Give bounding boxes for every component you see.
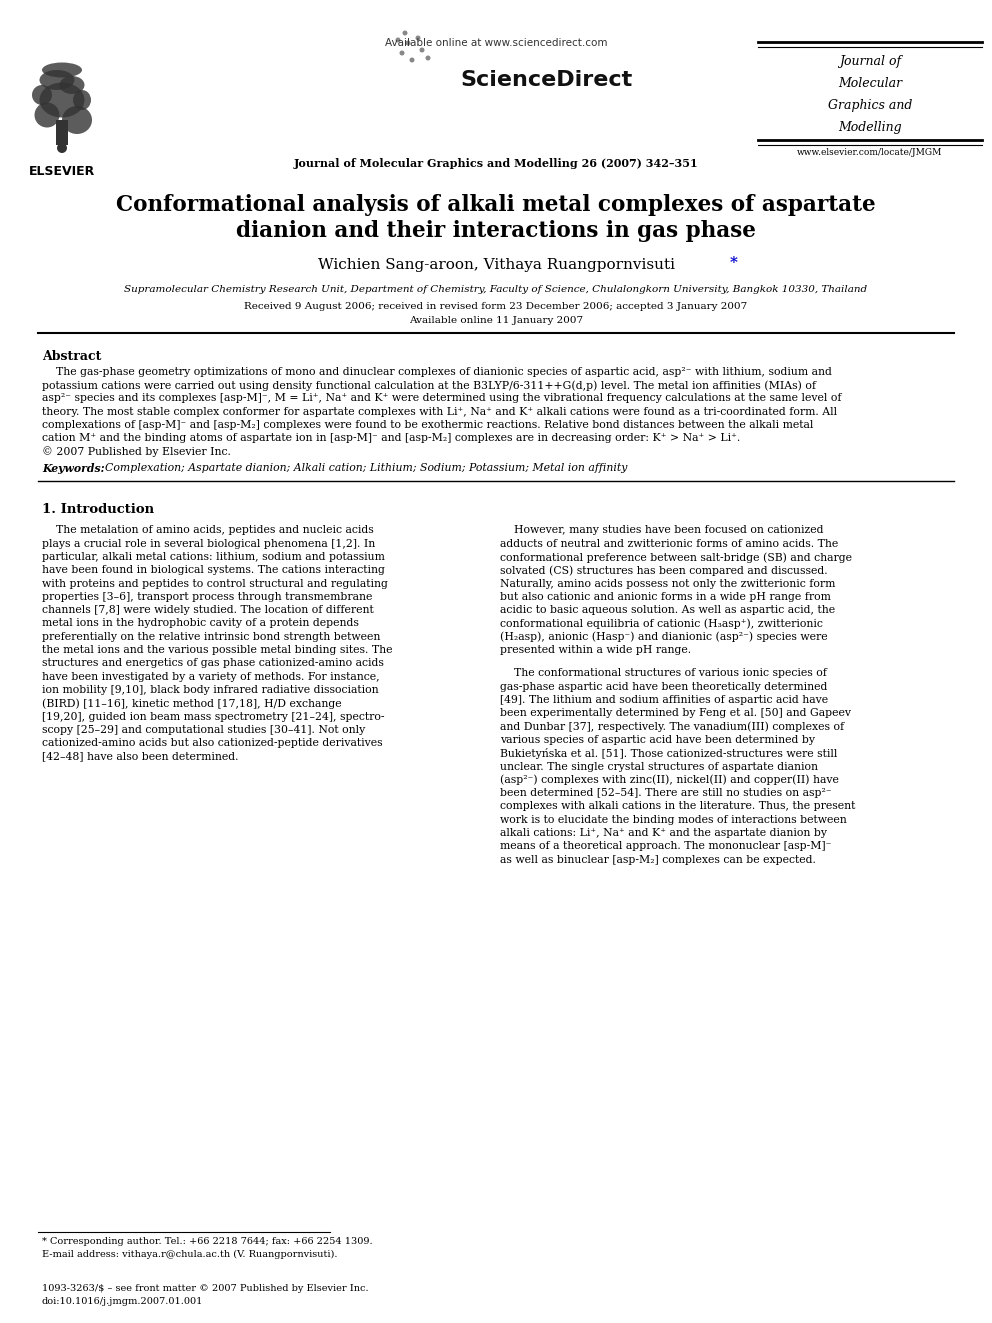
Text: structures and energetics of gas phase cationized-amino acids: structures and energetics of gas phase c… [42, 659, 384, 668]
Text: conformational equilibria of cationic (H₃asp⁺), zwitterionic: conformational equilibria of cationic (H… [500, 618, 823, 628]
Ellipse shape [32, 85, 52, 105]
Text: Available online 11 January 2007: Available online 11 January 2007 [409, 316, 583, 325]
Text: with proteins and peptides to control structural and regulating: with proteins and peptides to control st… [42, 578, 388, 589]
Text: preferentially on the relative intrinsic bond strength between: preferentially on the relative intrinsic… [42, 632, 380, 642]
Text: particular, alkali metal cations: lithium, sodium and potassium: particular, alkali metal cations: lithiu… [42, 552, 385, 562]
Text: The gas-phase geometry optimizations of mono and dinuclear complexes of dianioni: The gas-phase geometry optimizations of … [42, 366, 832, 377]
Text: Bukietyńska et al. [51]. Those cationized-structures were still: Bukietyńska et al. [51]. Those cationiz… [500, 749, 837, 759]
Ellipse shape [62, 106, 92, 134]
Text: and Dunbar [37], respectively. The vanadium(III) complexes of: and Dunbar [37], respectively. The vanad… [500, 721, 844, 732]
Text: Wichien Sang-aroon, Vithaya Ruangpornvisuti: Wichien Sang-aroon, Vithaya Ruangpornvis… [317, 258, 675, 273]
Ellipse shape [416, 36, 421, 41]
Text: Supramolecular Chemistry Research Unit, Department of Chemistry, Faculty of Scie: Supramolecular Chemistry Research Unit, … [124, 284, 868, 294]
Bar [10, 50, 120, 160]
Text: (asp²⁻) complexes with zinc(II), nickel(II) and copper(II) have: (asp²⁻) complexes with zinc(II), nickel(… [500, 775, 839, 786]
Text: complexes with alkali cations in the literature. Thus, the present: complexes with alkali cations in the lit… [500, 802, 855, 811]
Text: unclear. The single crystal structures of aspartate dianion: unclear. The single crystal structures o… [500, 762, 818, 771]
Text: plays a crucial role in several biological phenomena [1,2]. In: plays a crucial role in several biologic… [42, 538, 375, 549]
Text: ELSEVIER: ELSEVIER [29, 165, 95, 179]
Text: cation M⁺ and the binding atoms of aspartate ion in [asp-M]⁻ and [asp-M₂] comple: cation M⁺ and the binding atoms of aspar… [42, 433, 740, 443]
Ellipse shape [40, 70, 74, 90]
Text: theory. The most stable complex conformer for aspartate complexes with Li⁺, Na⁺ : theory. The most stable complex conforme… [42, 406, 837, 417]
Ellipse shape [400, 50, 405, 56]
Ellipse shape [410, 57, 415, 62]
Text: conformational preference between salt-bridge (SB) and charge: conformational preference between salt-b… [500, 552, 852, 562]
Text: complexations of [asp-M]⁻ and [asp-M₂] complexes were found to be exothermic rea: complexations of [asp-M]⁻ and [asp-M₂] c… [42, 419, 813, 430]
Text: [19,20], guided ion beam mass spectrometry [21–24], spectro-: [19,20], guided ion beam mass spectromet… [42, 712, 385, 721]
Text: Modelling: Modelling [838, 120, 902, 134]
Text: Abstract: Abstract [42, 351, 101, 363]
Text: E-mail address: vithaya.r@chula.ac.th (V. Ruangpornvisuti).: E-mail address: vithaya.r@chula.ac.th (V… [42, 1250, 337, 1259]
Ellipse shape [396, 37, 401, 42]
Text: However, many studies have been focused on cationized: However, many studies have been focused … [500, 525, 823, 536]
Text: doi:10.1016/j.jmgm.2007.01.001: doi:10.1016/j.jmgm.2007.01.001 [42, 1297, 203, 1306]
Text: dianion and their interactions in gas phase: dianion and their interactions in gas ph… [236, 220, 756, 242]
Text: *: * [730, 255, 738, 270]
Ellipse shape [35, 102, 60, 127]
Text: (H₂asp), anionic (Hasp⁻) and dianionic (asp²⁻) species were: (H₂asp), anionic (Hasp⁻) and dianionic (… [500, 632, 827, 643]
Bar [56, 120, 68, 146]
Text: means of a theoretical approach. The mononuclear [asp-M]⁻: means of a theoretical approach. The mon… [500, 841, 831, 851]
Ellipse shape [73, 90, 91, 110]
Text: © 2007 Published by Elsevier Inc.: © 2007 Published by Elsevier Inc. [42, 446, 231, 456]
Text: the metal ions and the various possible metal binding sites. The: the metal ions and the various possible … [42, 646, 393, 655]
Text: ion mobility [9,10], black body infrared radiative dissociation: ion mobility [9,10], black body infrared… [42, 685, 379, 695]
Text: ScienceDirect: ScienceDirect [460, 70, 632, 90]
Text: asp²⁻ species and its complexes [asp-M]⁻, M = Li⁺, Na⁺ and K⁺ were determined us: asp²⁻ species and its complexes [asp-M]⁻… [42, 393, 841, 404]
Text: channels [7,8] were widely studied. The location of different: channels [7,8] were widely studied. The … [42, 605, 374, 615]
Text: Available online at www.sciencedirect.com: Available online at www.sciencedirect.co… [385, 38, 607, 48]
Text: alkali cations: Li⁺, Na⁺ and K⁺ and the aspartate dianion by: alkali cations: Li⁺, Na⁺ and K⁺ and the … [500, 828, 827, 837]
Text: 1. Introduction: 1. Introduction [42, 503, 154, 516]
Text: * Corresponding author. Tel.: +66 2218 7644; fax: +66 2254 1309.: * Corresponding author. Tel.: +66 2218 7… [42, 1237, 373, 1246]
Text: Journal of: Journal of [839, 56, 901, 67]
Text: Molecular: Molecular [838, 77, 902, 90]
Text: adducts of neutral and zwitterionic forms of amino acids. The: adducts of neutral and zwitterionic form… [500, 538, 838, 549]
Text: potassium cations were carried out using density functional calculation at the B: potassium cations were carried out using… [42, 380, 816, 390]
Ellipse shape [420, 48, 425, 53]
Text: Naturally, amino acids possess not only the zwitterionic form: Naturally, amino acids possess not only … [500, 578, 835, 589]
Text: Graphics and: Graphics and [827, 99, 913, 112]
Text: presented within a wide pH range.: presented within a wide pH range. [500, 646, 691, 655]
Text: Conformational analysis of alkali metal complexes of aspartate: Conformational analysis of alkali metal … [116, 194, 876, 216]
Ellipse shape [60, 75, 84, 94]
Ellipse shape [426, 56, 431, 61]
Text: as well as binuclear [asp-M₂] complexes can be expected.: as well as binuclear [asp-M₂] complexes … [500, 855, 815, 865]
Text: have been investigated by a variety of methods. For instance,: have been investigated by a variety of m… [42, 672, 380, 681]
Text: The metalation of amino acids, peptides and nucleic acids: The metalation of amino acids, peptides … [42, 525, 374, 536]
Text: (BIRD) [11–16], kinetic method [17,18], H/D exchange: (BIRD) [11–16], kinetic method [17,18], … [42, 699, 341, 709]
Ellipse shape [403, 30, 408, 36]
Ellipse shape [57, 143, 67, 153]
Ellipse shape [406, 41, 411, 45]
Ellipse shape [40, 82, 84, 118]
Text: various species of aspartic acid have been determined by: various species of aspartic acid have be… [500, 734, 815, 745]
Text: The conformational structures of various ionic species of: The conformational structures of various… [500, 668, 827, 679]
Text: [49]. The lithium and sodium affinities of aspartic acid have: [49]. The lithium and sodium affinities … [500, 695, 828, 705]
Text: Keywords:: Keywords: [42, 463, 104, 475]
Text: [42–48] have also been determined.: [42–48] have also been determined. [42, 751, 238, 762]
Text: www.elsevier.com/locate/JMGM: www.elsevier.com/locate/JMGM [798, 148, 942, 157]
Text: cationized-amino acids but also cationized-peptide derivatives: cationized-amino acids but also cationiz… [42, 738, 383, 749]
Text: have been found in biological systems. The cations interacting: have been found in biological systems. T… [42, 565, 385, 576]
Text: Journal of Molecular Graphics and Modelling 26 (2007) 342–351: Journal of Molecular Graphics and Modell… [294, 157, 698, 169]
Text: Received 9 August 2006; received in revised form 23 December 2006; accepted 3 Ja: Received 9 August 2006; received in revi… [244, 302, 748, 311]
Text: gas-phase aspartic acid have been theoretically determined: gas-phase aspartic acid have been theore… [500, 681, 827, 692]
Text: acidic to basic aqueous solution. As well as aspartic acid, the: acidic to basic aqueous solution. As wel… [500, 605, 835, 615]
Text: Complexation; Aspartate dianion; Alkali cation; Lithium; Sodium; Potassium; Meta: Complexation; Aspartate dianion; Alkali … [105, 463, 627, 474]
Text: properties [3–6], transport process through transmembrane: properties [3–6], transport process thro… [42, 591, 372, 602]
Text: scopy [25–29] and computational studies [30–41]. Not only: scopy [25–29] and computational studies … [42, 725, 365, 734]
Text: metal ions in the hydrophobic cavity of a protein depends: metal ions in the hydrophobic cavity of … [42, 618, 359, 628]
Text: 1093-3263/$ – see front matter © 2007 Published by Elsevier Inc.: 1093-3263/$ – see front matter © 2007 Pu… [42, 1285, 369, 1293]
Text: but also cationic and anionic forms in a wide pH range from: but also cationic and anionic forms in a… [500, 591, 831, 602]
Ellipse shape [42, 62, 82, 78]
Text: been determined [52–54]. There are still no studies on asp²⁻: been determined [52–54]. There are still… [500, 789, 831, 798]
Text: work is to elucidate the binding modes of interactions between: work is to elucidate the binding modes o… [500, 815, 847, 824]
Text: been experimentally determined by Feng et al. [50] and Gapeev: been experimentally determined by Feng e… [500, 708, 851, 718]
Text: solvated (CS) structures has been compared and discussed.: solvated (CS) structures has been compar… [500, 565, 827, 576]
